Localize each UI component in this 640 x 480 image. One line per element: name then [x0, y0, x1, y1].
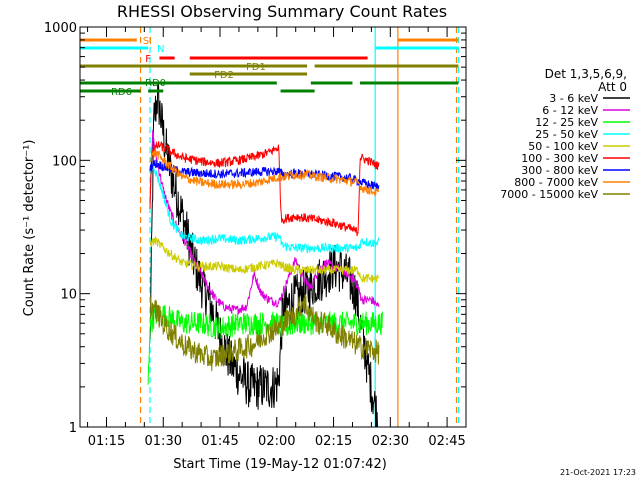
- legend-label-5: 100 - 300 keV: [521, 152, 598, 165]
- legend-label-4: 50 - 100 keV: [528, 140, 598, 153]
- legend-title-line-2: Att 0: [598, 80, 627, 94]
- flag-label-fd1: FD1: [246, 62, 266, 73]
- legend-title-line-1: Det 1,3,5,6,9,: [545, 67, 627, 81]
- x-tick-label: 02:15: [315, 434, 352, 449]
- plot-layer: [139, 27, 460, 428]
- flag-bars: SI NF FD1 FD2 RD0 RD6: [80, 36, 459, 98]
- series-line-5: [149, 140, 380, 237]
- chart-title: RHESSI Observing Summary Count Rates: [117, 2, 447, 21]
- legend-label-2: 12 - 25 keV: [535, 116, 598, 129]
- flag-label-rd6: RD6: [111, 87, 132, 98]
- x-tick-label: 01:30: [145, 434, 182, 449]
- legend-label-6: 300 - 800 keV: [521, 164, 598, 177]
- x-tick-label: 01:45: [201, 434, 238, 449]
- legend-label-7: 800 - 7000 keV: [514, 176, 598, 189]
- series-line-2: [147, 304, 383, 385]
- legend-label-8: 7000 - 15000 keV: [500, 188, 598, 201]
- y-tick-label: 100: [52, 154, 77, 169]
- series-line-8: [149, 295, 380, 372]
- legend-label-3: 25 - 50 keV: [535, 128, 598, 141]
- y-tick-label: 1: [69, 421, 77, 436]
- x-axis-label: Start Time (19-May-12 01:07:42): [173, 457, 387, 472]
- series-line-4: [149, 236, 380, 283]
- flag-label-fd2: FD2: [214, 70, 234, 81]
- legend-label-1: 6 - 12 keV: [542, 104, 598, 117]
- flag-label-rd0: RD0: [145, 78, 166, 89]
- x-tick-label: 01:15: [88, 434, 125, 449]
- x-tick-label: 02:00: [258, 434, 295, 449]
- series-line-7: [149, 148, 380, 196]
- y-tick-label: 1000: [44, 21, 77, 36]
- flag-label-f: F: [145, 54, 151, 65]
- legend-label-0: 3 - 6 keV: [549, 92, 598, 105]
- series-line-6: [149, 159, 380, 191]
- flag-label-si: SI: [143, 36, 152, 47]
- series-line-0: [149, 82, 379, 428]
- flag-label-n: N: [157, 44, 164, 55]
- y-axis-label: Count Rate (s⁻¹ detector⁻¹): [22, 140, 37, 317]
- axes: 1 10 100 1000 01:15 01:30 01:45 02:00 02:15 02:30…: [44, 21, 467, 449]
- footer-timestamp: 21-Oct-2021 17:23: [560, 468, 636, 477]
- series-line-3: [149, 164, 380, 254]
- y-tick-label: 10: [60, 288, 77, 303]
- x-tick-label: 02:45: [428, 434, 465, 449]
- plot-frame: [79, 26, 467, 428]
- x-tick-label: 02:30: [372, 434, 409, 449]
